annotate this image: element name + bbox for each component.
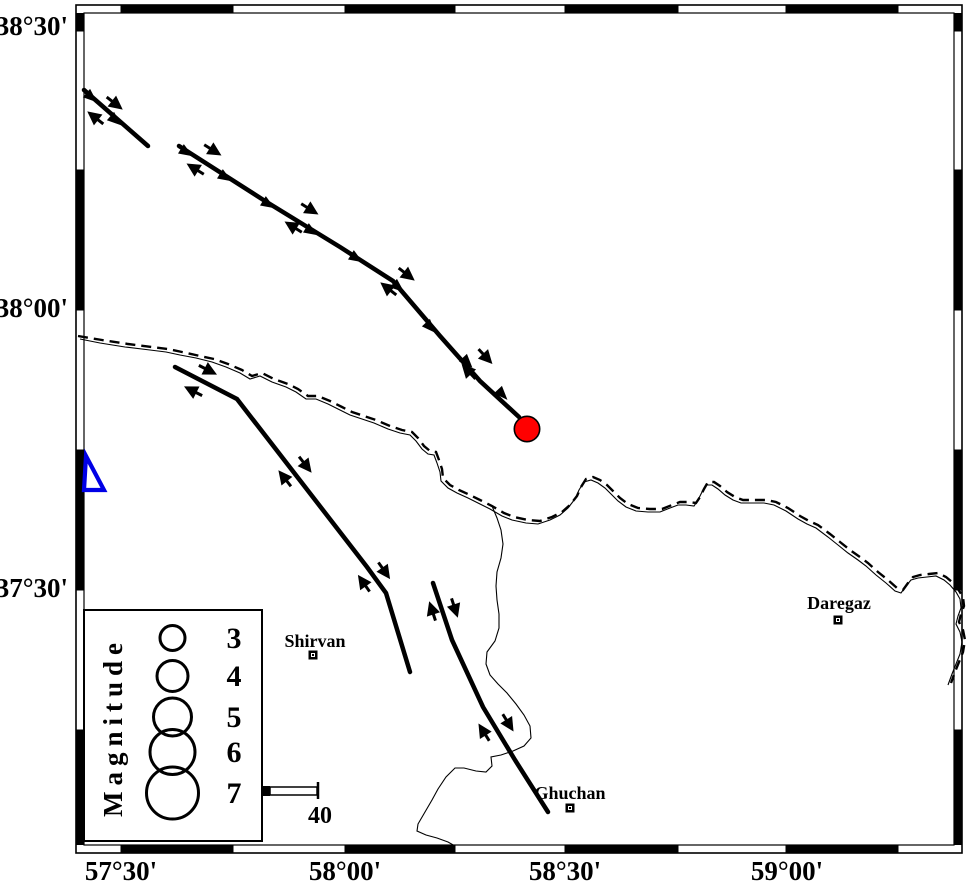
legend-title: Magnitude [98,637,128,817]
frame-black-segments-horizontal [121,5,898,853]
cities: Shirvan Daregaz Ghuchan [284,593,871,813]
legend-value: 3 [227,622,242,655]
legend-box [83,609,263,842]
city-square-icon [308,650,318,660]
city-ghuchan: Ghuchan [534,783,606,813]
city-label: Shirvan [284,631,345,651]
frame-band-top [76,5,962,13]
legend-value: 6 [227,736,242,769]
fault-line-central [172,364,413,675]
magnitude-circle-6 [148,728,197,776]
scale-bar-open-segment [269,786,318,796]
city-label: Daregaz [807,593,871,613]
frame-band-right [954,5,962,853]
city-square-icon [565,803,575,813]
city-square-icon [833,615,843,625]
axis-labels: 38°30' 38°00' 37°30' 57°30' 58°00' 58°30… [0,11,823,884]
x-axis-label: 58°30' [529,856,601,884]
scale-bar: 40 [262,782,332,829]
x-axis-label: 59°00' [751,856,823,884]
y-axis-label: 38°30' [0,11,68,41]
x-axis-label: 58°00' [309,856,381,884]
magnitude-circle-4 [155,659,190,693]
magnitude-circle-7 [145,765,200,821]
legend-values: 3 4 5 6 7 [227,622,242,810]
magnitude-legend: Magnitude 3 4 5 6 7 [83,609,263,842]
legend-value: 4 [227,660,242,693]
river-south-branch [416,505,532,847]
frame-black-segments-vertical [76,13,962,845]
y-axis-label: 37°30' [0,573,68,603]
city-label: Ghuchan [534,783,605,803]
frame-band-bottom [76,845,962,853]
scale-label: 40 [308,803,332,829]
fault-slip-arrows [87,95,514,742]
magnitude-circle-5 [152,696,193,738]
city-daregaz: Daregaz [807,593,871,625]
scale-bar-filled-segment [262,786,270,796]
station-triangle-icon [81,448,108,493]
frame-tick-dividers [76,5,962,853]
magnitude-circle-3 [158,624,187,652]
legend-circles [145,624,200,821]
frame-outer-line [75,4,963,854]
map-frame [75,4,963,854]
y-axis-label: 38°00' [0,293,68,323]
fault-line-south [430,580,551,815]
frame-band-left [76,5,84,853]
epicenter-marker [513,415,541,443]
x-axis-label: 57°30' [85,856,157,884]
legend-value: 7 [227,777,242,810]
legend-value: 5 [227,701,242,734]
fault-teeth [82,88,508,400]
city-shirvan: Shirvan [284,631,346,660]
border-dashed [77,334,967,684]
frame-inner-line [83,12,955,846]
